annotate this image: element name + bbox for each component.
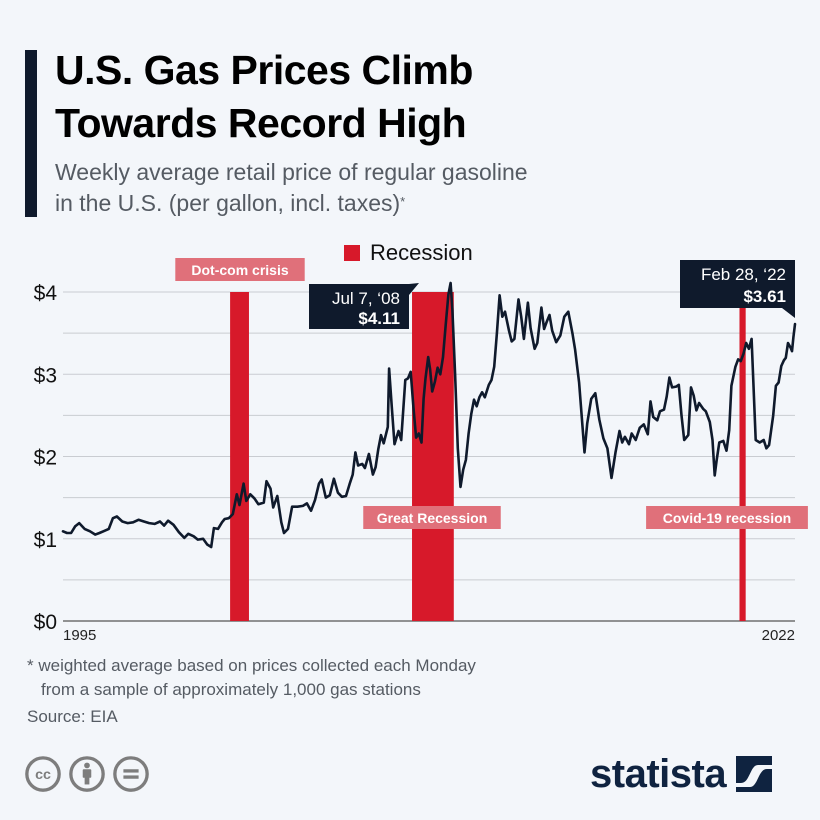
footnote-line-2: from a sample of approximately 1,000 gas… — [41, 680, 421, 699]
cc-icon[interactable]: cc — [24, 755, 62, 793]
source-note: Source: EIA — [27, 707, 118, 726]
legend-label-recession: Recession — [370, 240, 473, 265]
recession-labels: Dot-com crisis Great Recession Covid-19 re… — [175, 258, 808, 529]
subtitle-line-1: Weekly average retail price of regular g… — [55, 159, 528, 185]
recession-label-text: Dot-com crisis — [191, 262, 288, 278]
line-chart: $0 $1 $2 $3 $4 1995 2022 Dot-com crisis Great … — [34, 258, 808, 644]
recession-label: Covid-19 recession — [646, 506, 808, 529]
annotation-value: $3.61 — [743, 287, 786, 306]
subtitle-line-2-text: in the U.S. (per gallon, incl. taxes) — [55, 190, 401, 216]
footnote: * weighted average based on prices colle… — [27, 654, 476, 702]
annotation-box — [309, 283, 419, 329]
y-tick-label: $2 — [34, 447, 57, 470]
recession-band — [739, 292, 746, 621]
x-tick-label: 1995 — [63, 627, 96, 644]
legend: Recession — [344, 240, 473, 266]
series-line-gas-price — [61, 281, 797, 549]
attribution-icon[interactable] — [68, 755, 106, 793]
x-tick-label: 2022 — [762, 627, 795, 644]
recession-label: Great Recession — [363, 506, 501, 529]
license-icons: cc — [24, 755, 150, 793]
recession-label-bg — [363, 506, 501, 529]
recession-label-bg — [646, 506, 808, 529]
annotation-peak-2008: Jul 7, ‘08$4.11 — [309, 283, 419, 329]
svg-text:cc: cc — [35, 767, 51, 783]
recession-bands — [230, 292, 746, 621]
annotation-latest-2022: Feb 28, ‘22 $3.61 — [680, 260, 795, 318]
recession-label-bg — [175, 258, 305, 281]
annotation-date: Jul 7, ‘08 — [332, 289, 400, 308]
recession-label-text: Great Recession — [377, 510, 488, 526]
recession-label: Dot-com crisis — [175, 258, 305, 281]
y-tick-label: $3 — [34, 364, 57, 387]
annotation-value: $4.11 — [358, 309, 400, 328]
no-derivatives-icon[interactable] — [112, 755, 150, 793]
y-tick-label: $4 — [34, 282, 58, 305]
brand-name: statista — [590, 752, 727, 796]
statista-mark-icon — [736, 756, 773, 792]
legend-swatch-recession — [344, 245, 360, 261]
statista-logo[interactable]: statista — [590, 752, 773, 796]
recession-band — [230, 292, 249, 621]
x-axis-tick-labels: 1995 2022 — [63, 627, 795, 644]
subtitle: Weekly average retail price of regular g… — [55, 157, 528, 219]
footnote-line-1: * weighted average based on prices colle… — [27, 656, 476, 675]
annotation-date: Feb 28, ‘22 — [701, 265, 786, 284]
subtitle-line-2: in the U.S. (per gallon, incl. taxes)* — [55, 188, 528, 219]
recession-label-text: Covid-19 recession — [663, 510, 791, 526]
y-tick-label: $0 — [34, 611, 57, 634]
page-title: U.S. Gas Prices Climb Towards Record Hig… — [55, 44, 473, 150]
y-axis-tick-labels: $0 $1 $2 $3 $4 — [34, 282, 58, 634]
y-tick-label: $1 — [34, 529, 57, 552]
title-line-1: U.S. Gas Prices Climb — [55, 47, 473, 93]
annotation-box — [680, 260, 795, 318]
subtitle-footnote-marker: * — [400, 194, 406, 209]
annotations: Jul 7, ‘08$4.11 Feb 28, ‘22 $3.61 — [309, 260, 795, 329]
title-accent-bar — [25, 50, 37, 217]
title-line-2: Towards Record High — [55, 100, 467, 146]
recession-band — [412, 292, 454, 621]
